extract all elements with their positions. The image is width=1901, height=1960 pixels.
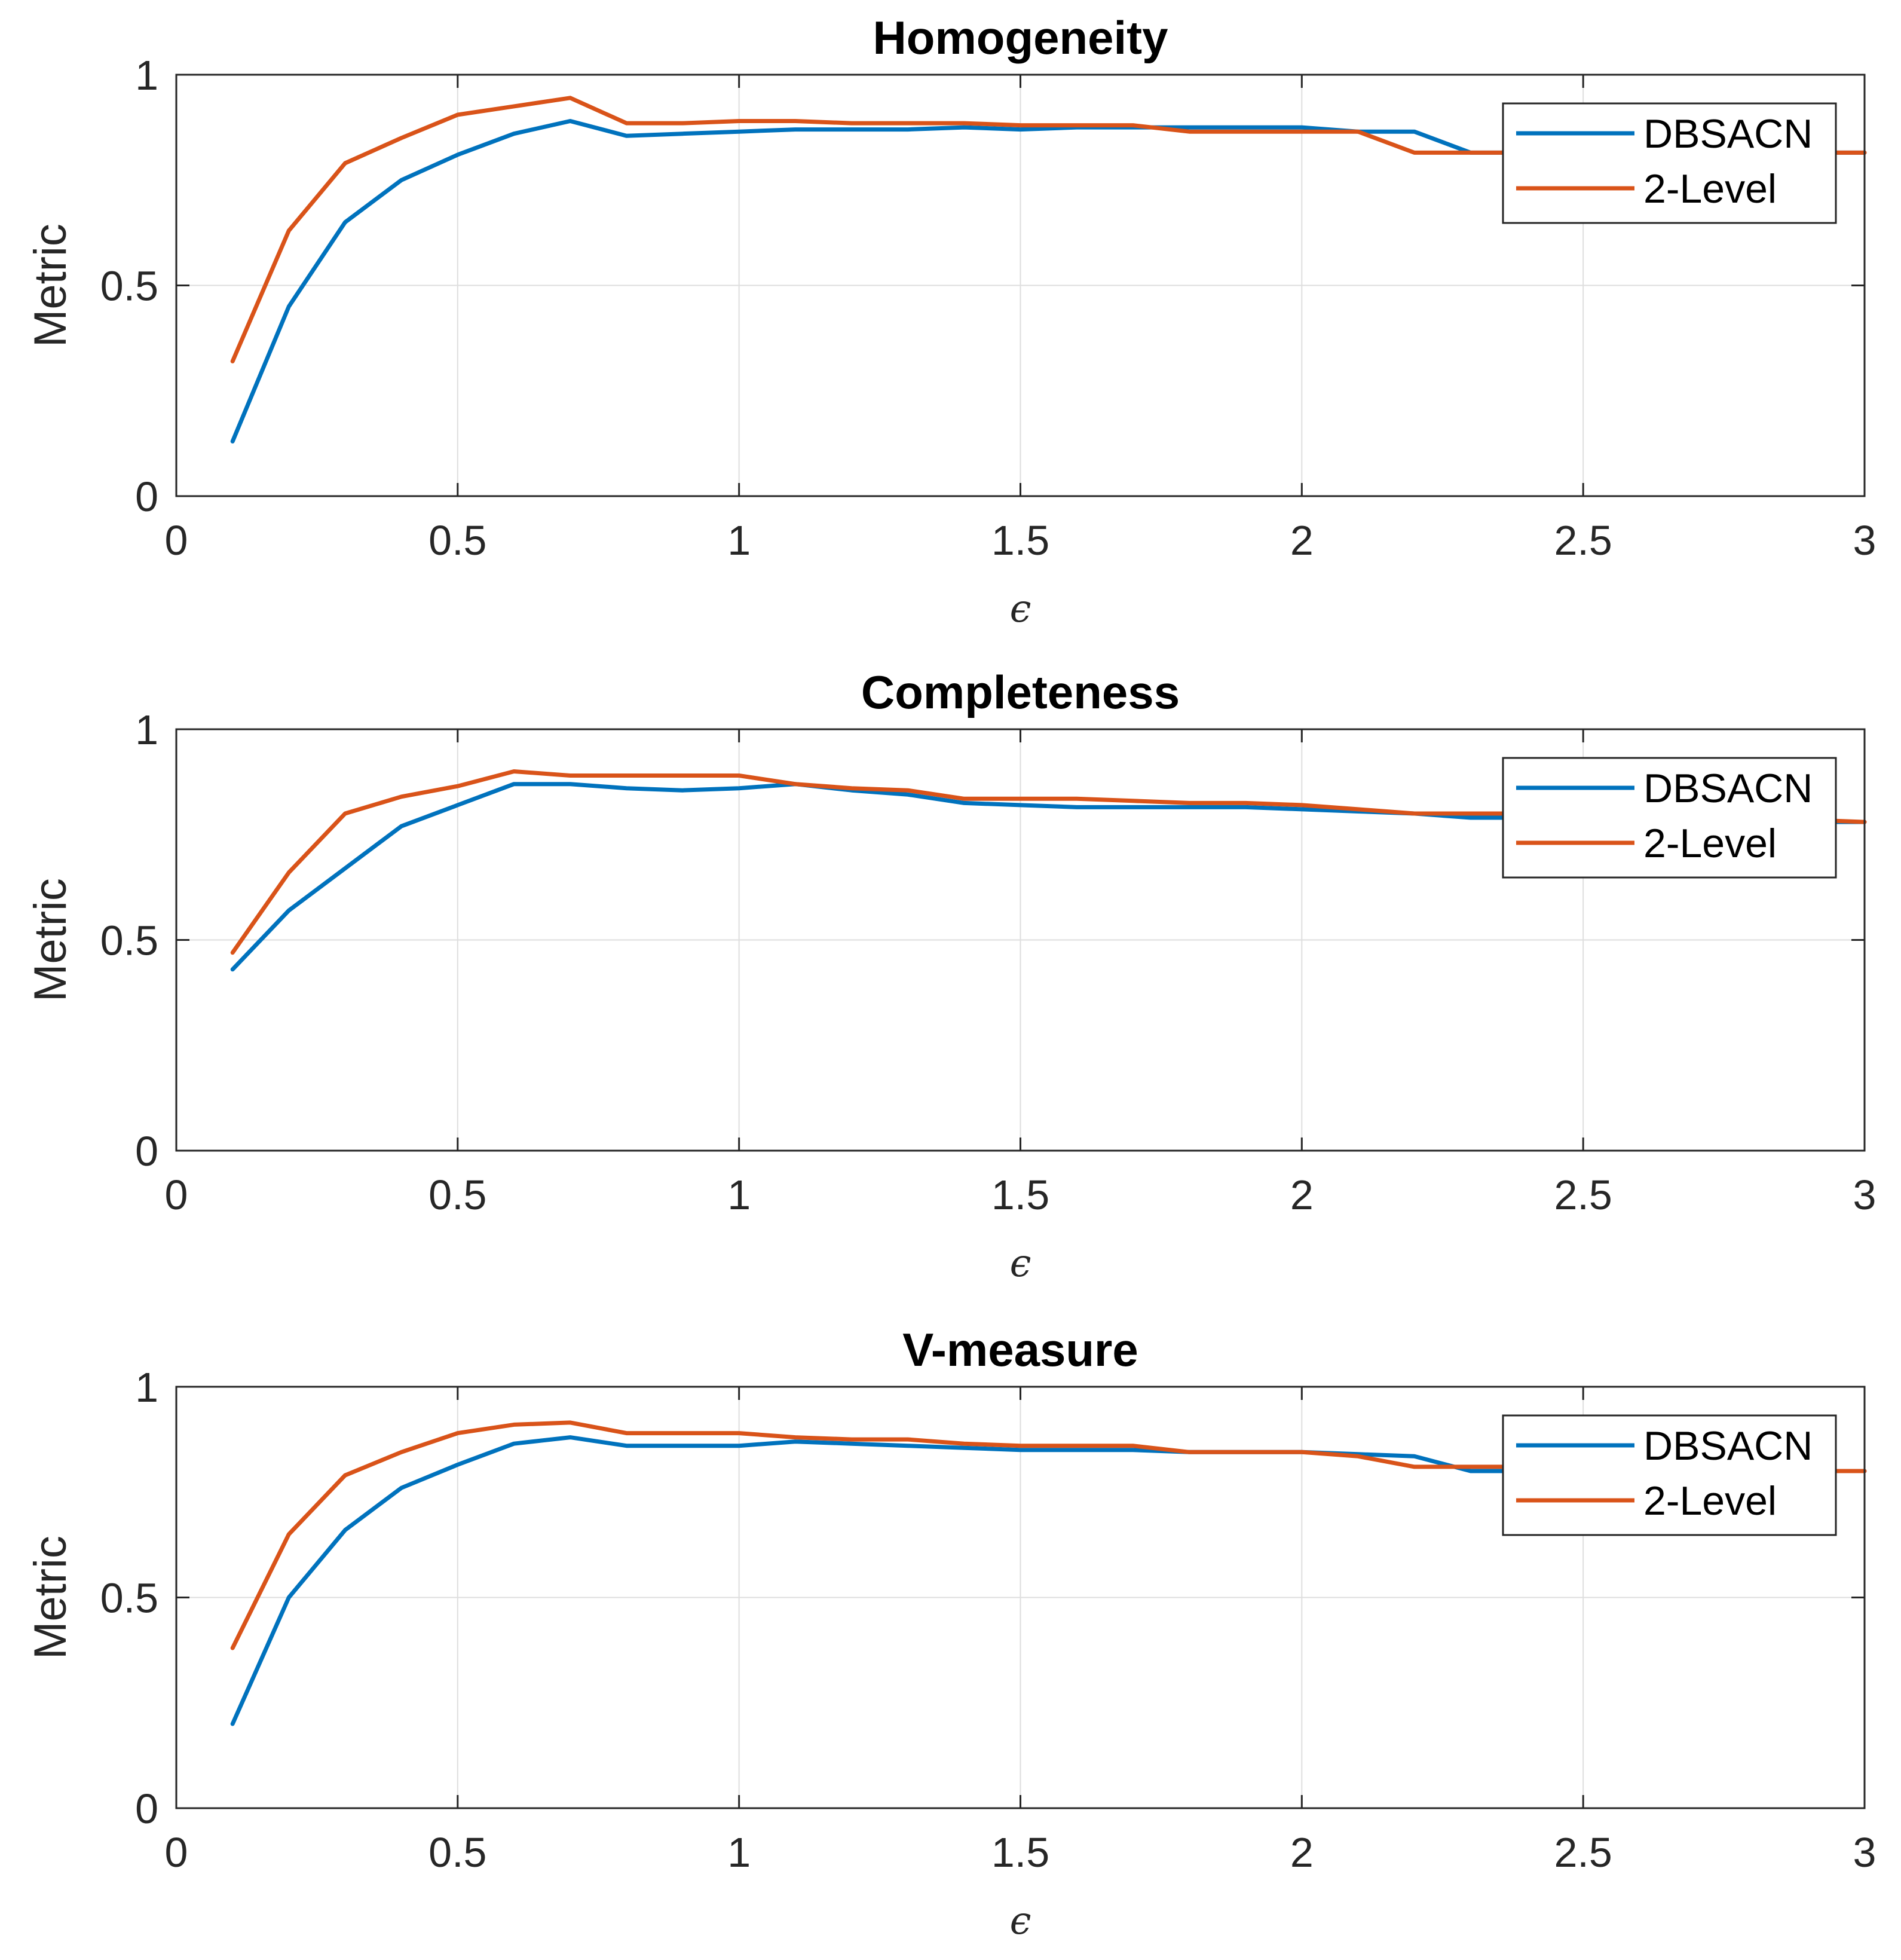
x-tick-label: 3 bbox=[1853, 1829, 1876, 1876]
x-tick-label: 0.5 bbox=[428, 517, 486, 564]
y-tick-label: 0.5 bbox=[100, 1575, 158, 1622]
x-tick-label: 2 bbox=[1290, 1829, 1314, 1876]
y-tick-label: 1 bbox=[135, 52, 158, 99]
x-tick-label: 0.5 bbox=[428, 1172, 486, 1218]
x-tick-label: 1 bbox=[727, 1172, 751, 1218]
y-tick-label: 1 bbox=[135, 707, 158, 753]
x-tick-label: 0.5 bbox=[428, 1829, 486, 1876]
x-tick-label: 2.5 bbox=[1554, 517, 1612, 564]
y-tick-label: 0.5 bbox=[100, 263, 158, 310]
x-tick-label: 0 bbox=[165, 517, 188, 564]
x-tick-label: 2.5 bbox=[1554, 1829, 1612, 1876]
chart-title: V-measure bbox=[902, 1323, 1138, 1376]
chart-title: Completeness bbox=[861, 666, 1180, 718]
y-tick-label: 0.5 bbox=[100, 918, 158, 964]
legend-label: 2-Level bbox=[1643, 1478, 1777, 1524]
legend: DBSACN 2-Level bbox=[1502, 102, 1837, 224]
chart-panel-3: 0 0.5 1 1.5 2 2.5 3 0 0.5 1 V-measure ϵ Metric DBSACN… bbox=[25, 1323, 1876, 1943]
chart-panel-2: 0 0.5 1 1.5 2 2.5 3 0 0.5 1 Completeness ϵ Metric DBS… bbox=[25, 666, 1876, 1286]
legend-label: 2-Level bbox=[1643, 166, 1777, 212]
legend-label: DBSACN bbox=[1643, 1423, 1813, 1469]
x-tick-label: 0 bbox=[165, 1172, 188, 1218]
x-tick-label: 3 bbox=[1853, 517, 1876, 564]
x-tick-label: 0 bbox=[165, 1829, 188, 1876]
legend: DBSACN 2-Level bbox=[1502, 757, 1837, 879]
x-tick-label: 1.5 bbox=[991, 1172, 1049, 1218]
x-tick-label: 2 bbox=[1290, 517, 1314, 564]
legend-label: DBSACN bbox=[1643, 766, 1813, 811]
chart-panel-1: 0 0.5 1 1.5 2 2.5 3 0 0.5 1 Homogeneity ϵ Metric DBSA… bbox=[25, 11, 1876, 631]
legend-box bbox=[1502, 1414, 1837, 1536]
legend-box bbox=[1502, 102, 1837, 224]
x-tick-label: 2 bbox=[1290, 1172, 1314, 1218]
x-tick-label: 1.5 bbox=[991, 1829, 1049, 1876]
x-tick-label: 2.5 bbox=[1554, 1172, 1612, 1218]
x-tick-label: 3 bbox=[1853, 1172, 1876, 1218]
y-tick-label: 0 bbox=[135, 1785, 158, 1832]
y-axis-label: Metric bbox=[25, 224, 76, 347]
x-tick-label: 1 bbox=[727, 1829, 751, 1876]
y-axis-label: Metric bbox=[25, 878, 76, 1002]
y-tick-label: 1 bbox=[135, 1364, 158, 1411]
y-axis-label: Metric bbox=[25, 1536, 76, 1659]
x-axis-label: ϵ bbox=[1010, 1242, 1031, 1286]
x-axis-label: ϵ bbox=[1010, 587, 1031, 631]
x-tick-label: 1 bbox=[727, 517, 751, 564]
x-axis-label: ϵ bbox=[1010, 1899, 1031, 1943]
legend-label: 2-Level bbox=[1643, 821, 1777, 866]
legend: DBSACN 2-Level bbox=[1502, 1414, 1837, 1536]
chart-title: Homogeneity bbox=[873, 11, 1168, 64]
y-tick-label: 0 bbox=[135, 473, 158, 520]
y-tick-label: 0 bbox=[135, 1128, 158, 1175]
legend-box bbox=[1502, 757, 1837, 879]
x-tick-label: 1.5 bbox=[991, 517, 1049, 564]
legend-label: DBSACN bbox=[1643, 111, 1813, 157]
